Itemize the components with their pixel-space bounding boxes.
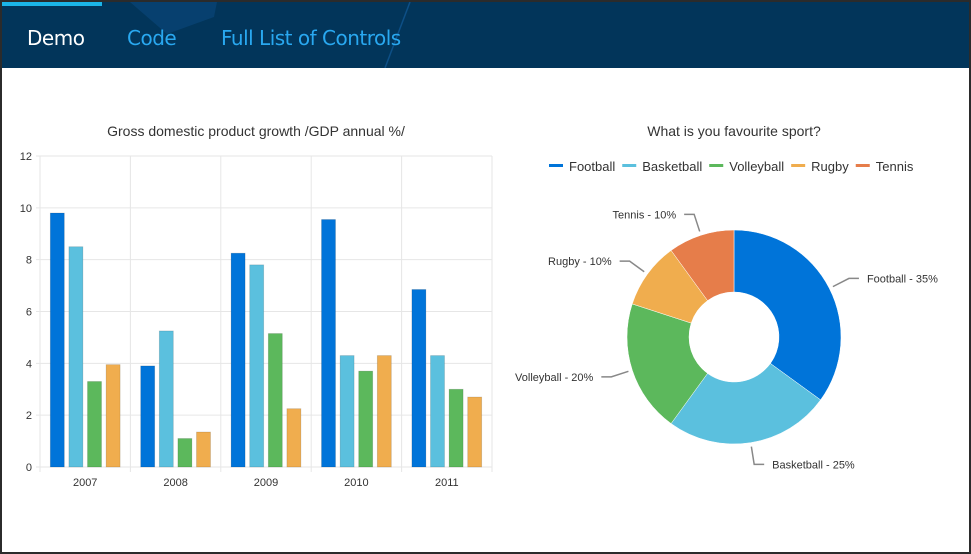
legend-swatch-volleyball [709,164,724,167]
slice-tennis [670,229,735,301]
top-nav: Demo Code Full List of Controls [2,2,969,68]
bar-2007-2 [68,246,84,468]
bar-2011-2 [430,355,445,468]
label-leader-line [832,277,859,288]
legend-item-volleyball: Volleyball [729,159,784,174]
slice-label-rugby: Rugby - 10% [548,256,612,268]
donut-legend: Football Basketball Volleyball Rugby Tennis [549,159,914,174]
bar-2008-4 [196,431,211,468]
y-tick-label: 2 [26,410,32,422]
x-tick-label: 2008 [163,477,187,489]
legend-item-football: Football [569,159,615,174]
x-tick-label: 2010 [344,477,368,489]
legend-swatch-football [549,164,563,167]
bar-2010-2 [339,355,355,468]
bar-2008-2 [158,330,174,468]
slice-volleyball [626,303,708,424]
y-tick-label: 8 [26,255,32,267]
tab-demo[interactable]: Demo [27,26,85,50]
bar-2011-3 [448,388,464,468]
slice-label-football: Football - 35% [867,273,938,285]
slice-label-tennis: Tennis - 10% [613,209,677,221]
slice-basketball [670,363,821,445]
legend-swatch-rugby [791,164,806,167]
bar-2009-3 [267,333,283,468]
bar-2007-4 [105,364,121,468]
y-tick-label: 12 [20,151,32,163]
bar-2010-1 [321,219,336,468]
bar-2011-1 [411,289,427,468]
donut-chart-title: What is you favourite sport? [647,123,821,139]
bar-2010-4 [376,355,392,468]
legend-swatch-tennis [855,164,870,167]
bar-2007-1 [49,212,65,468]
legend-swatch-basketball [622,164,637,167]
bar-2009-1 [230,252,246,468]
label-leader-line [750,446,765,466]
bar-2010-3 [358,370,374,468]
slice-label-basketball: Basketball - 25% [772,459,855,471]
x-tick-label: 2007 [73,477,97,489]
bar-chart: Gross domestic product growth /GDP annua… [20,123,493,489]
label-leader-line [619,260,645,273]
active-tab-indicator [2,2,102,6]
legend-item-tennis: Tennis [876,159,914,174]
x-tick-label: 2011 [435,477,459,489]
legend-item-basketball: Basketball [642,159,702,174]
tab-code[interactable]: Code [127,26,177,50]
slice-label-volleyball: Volleyball - 20% [515,372,593,384]
y-tick-label: 4 [26,358,32,370]
tab-full-list-of-controls[interactable]: Full List of Controls [221,26,401,50]
slice-football [733,229,842,401]
bar-2011-4 [467,396,483,468]
bar-2007-3 [87,381,102,468]
y-tick-label: 10 [20,203,32,215]
legend-item-rugby: Rugby [811,159,849,174]
label-leader-line [601,370,629,378]
bar-chart-title: Gross domestic product growth /GDP annua… [107,123,405,139]
bar-2008-1 [140,365,156,468]
bar-2008-3 [177,438,193,468]
y-tick-label: 0 [26,462,32,474]
label-leader-line [684,213,701,232]
x-tick-label: 2009 [254,477,278,489]
bar-2009-4 [286,408,302,468]
y-tick-label: 6 [26,307,32,319]
bar-2009-2 [249,264,265,468]
donut-chart: What is you favourite sport? Football Bask… [515,123,938,471]
header-decoration [130,2,411,68]
